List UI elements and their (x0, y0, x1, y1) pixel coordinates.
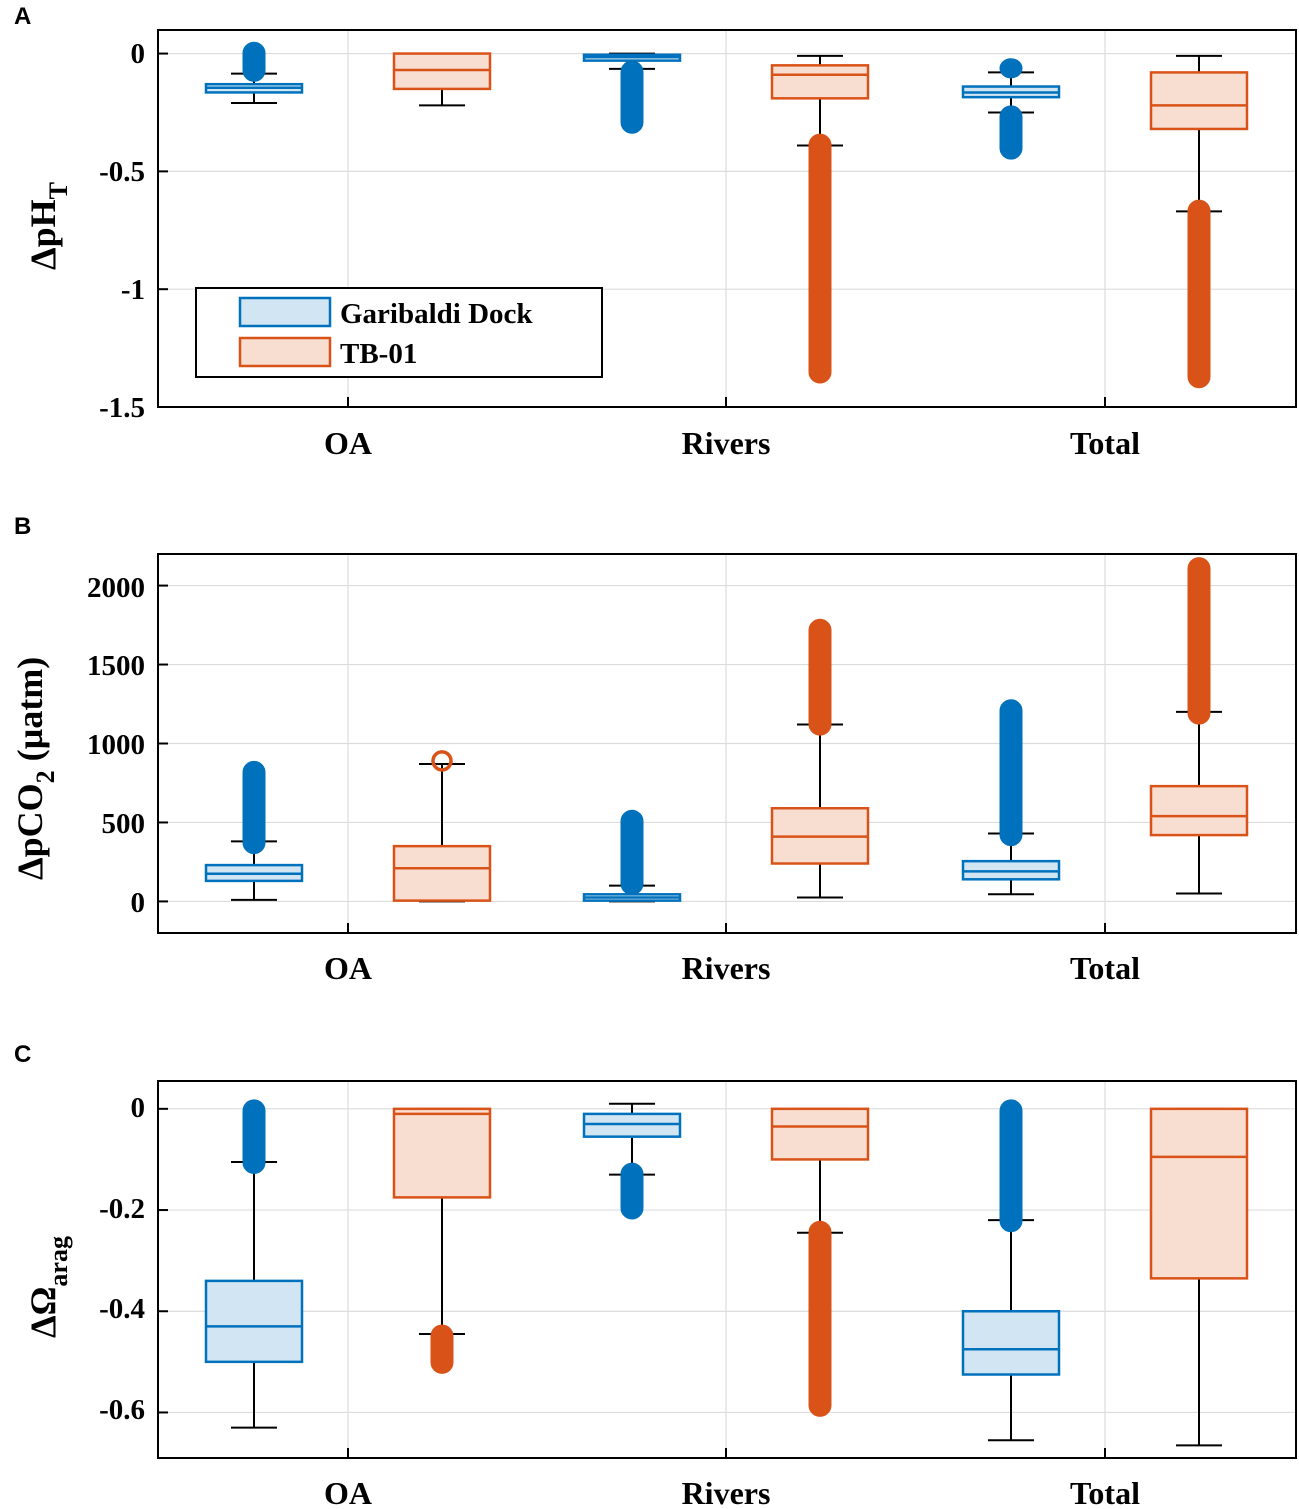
panel-b-xtick-label: Total (1070, 950, 1140, 986)
box-garibaldi-rivers (582, 809, 682, 903)
panel-c-axis-ticks (158, 1107, 1106, 1458)
box-tb01-rivers (770, 618, 870, 899)
box-garibaldi-oa (204, 1099, 304, 1429)
panel-b-xtick-label: Rivers (682, 950, 771, 986)
panel-a-xtick-label: Rivers (682, 425, 771, 461)
panel-a-ytick-label: -1.5 (99, 392, 145, 424)
panel-a-axis-ticks (158, 52, 1106, 408)
legend: Garibaldi Dock TB-01 (195, 287, 603, 378)
box-iqr (961, 1309, 1061, 1376)
panel-c-ylabel: ΔΩarag (23, 1236, 73, 1338)
panel-a: A 0 -0.5 -1 -1.5 OA Rivers Total ΔpHT Ga… (14, 3, 1297, 461)
box-tb01-oa (392, 1107, 492, 1374)
outlier-run (999, 105, 1023, 160)
box-iqr (770, 64, 870, 100)
box-tb01-oa (392, 750, 492, 903)
panel-b-ytick-label: 1500 (87, 650, 145, 682)
box-iqr (1149, 71, 1249, 131)
panel-c-xtick-label: Total (1070, 1475, 1140, 1509)
outlier-run (999, 699, 1023, 847)
outlier-run (999, 58, 1023, 79)
outlier-run (242, 1099, 266, 1174)
panel-b-ylabel: ΔpCO2 (µatm) (10, 657, 60, 880)
outlier-run (808, 133, 832, 384)
legend-label-garibaldi: Garibaldi Dock (340, 298, 533, 330)
box-iqr (392, 1107, 492, 1199)
outlier-run (999, 1099, 1023, 1233)
outlier-point (431, 750, 453, 772)
panel-b-ytick-label: 0 (131, 887, 146, 919)
panel-a-xtick-label: OA (324, 425, 372, 461)
panel-b-xtick-label: OA (324, 950, 372, 986)
panel-a-boxes (204, 41, 1249, 389)
box-garibaldi-total (961, 58, 1061, 160)
outlier-run (620, 60, 644, 134)
legend-swatch-garibaldi (238, 296, 332, 328)
box-garibaldi-total (961, 1099, 1061, 1442)
panel-b-grid (158, 554, 1296, 933)
panel-b-ytick-label: 1000 (87, 729, 145, 761)
panel-b: B 0 500 1000 1500 2000 OA Rivers Total Δ… (10, 513, 1297, 986)
box-tb01-rivers (770, 54, 870, 384)
panel-a-xtick-label: Total (1070, 425, 1140, 461)
panel-c-ytick-label: 0 (131, 1092, 146, 1124)
box-tb01-total (1149, 557, 1249, 895)
outlier-run (620, 809, 644, 896)
outlier-run (430, 1324, 454, 1374)
box-garibaldi-rivers (582, 1102, 682, 1220)
box-iqr (770, 1107, 870, 1161)
panel-label-c: C (14, 1041, 31, 1068)
panel-a-ylabel: ΔpHT (23, 182, 73, 270)
box-iqr (582, 1112, 682, 1138)
box-garibaldi-total (961, 699, 1061, 896)
panel-label-b: B (14, 513, 31, 540)
panel-c-frame (157, 1080, 1297, 1459)
box-iqr (1149, 1107, 1249, 1280)
panel-b-axis-ticks (158, 584, 1106, 933)
outlier-run (242, 41, 266, 82)
outlier-run (1187, 199, 1211, 389)
panel-c-ytick-label: -0.6 (99, 1394, 145, 1426)
outlier-run (242, 760, 266, 855)
outlier-run (808, 1220, 832, 1417)
panel-b-ytick-label: 2000 (87, 572, 145, 604)
panel-c-xtick-label: Rivers (682, 1475, 771, 1509)
panel-c-ytick-label: -0.2 (99, 1193, 145, 1225)
panel-label-a: A (14, 3, 31, 30)
panel-a-ytick-label: -1 (121, 274, 145, 306)
outlier-run (808, 618, 832, 736)
box-garibaldi-oa (204, 760, 304, 901)
box-garibaldi-oa (204, 41, 304, 105)
box-tb01-oa (392, 52, 492, 107)
box-iqr (1149, 784, 1249, 837)
box-tb01-rivers (770, 1107, 870, 1417)
outlier-run (1187, 557, 1211, 725)
panel-c-ytick-label: -0.4 (99, 1293, 145, 1325)
box-iqr (392, 844, 492, 902)
outlier-run (620, 1162, 644, 1220)
box-iqr (204, 1279, 304, 1364)
panel-c-boxes (204, 1099, 1249, 1447)
panel-b-boxes (204, 557, 1249, 903)
panel-c-xtick-label: OA (324, 1475, 372, 1509)
panel-b-ytick-label: 500 (102, 808, 146, 840)
box-garibaldi-rivers (582, 52, 682, 134)
panel-c-grid (158, 1081, 1296, 1458)
panel-c: C 0 -0.2 -0.4 -0.6 OA Rivers Total ΔΩara… (14, 1041, 1297, 1509)
legend-swatch-tb01 (238, 336, 332, 368)
legend-label-tb01: TB-01 (340, 338, 417, 370)
panel-a-ytick-label: 0 (131, 38, 146, 70)
panel-a-ytick-label: -0.5 (99, 156, 145, 188)
box-tb01-total (1149, 1107, 1249, 1447)
box-tb01-total (1149, 54, 1249, 389)
